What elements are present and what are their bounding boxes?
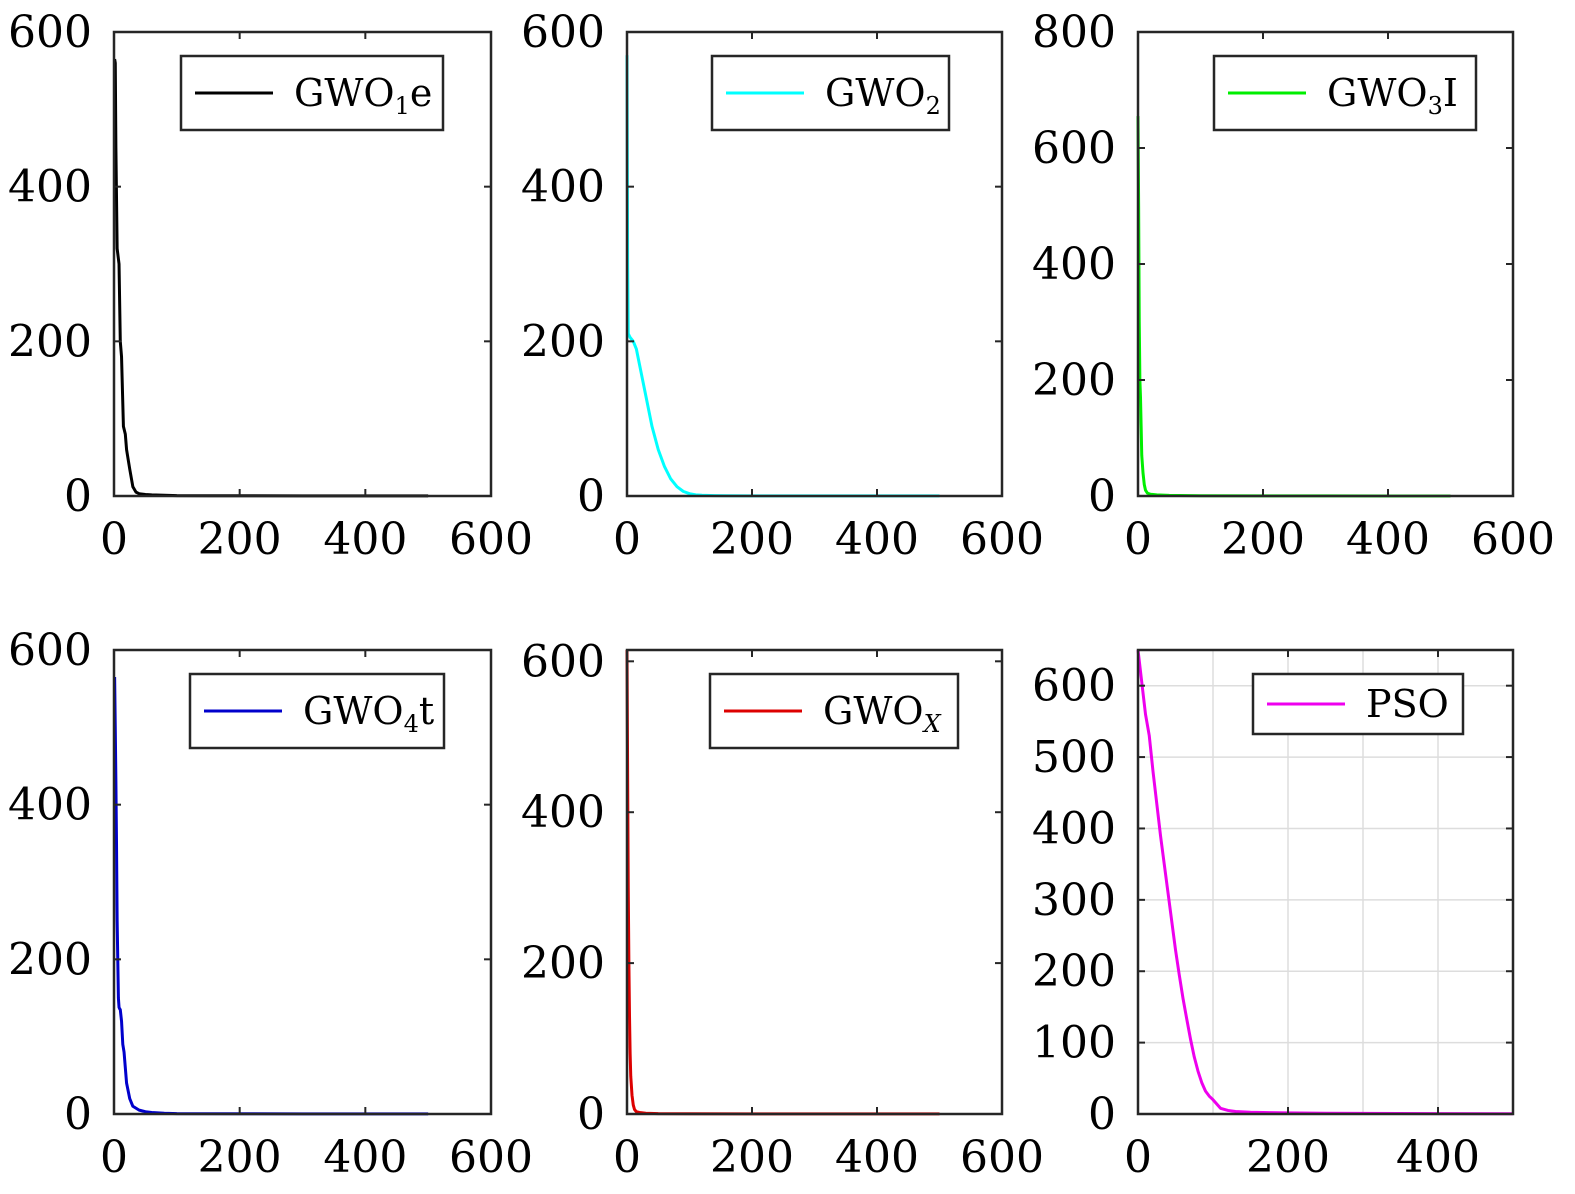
legend-subscript: 1: [395, 92, 410, 120]
legend-base: GWO: [294, 71, 395, 115]
y-tick-label: 600: [1032, 123, 1116, 174]
y-tick-label: 600: [521, 7, 605, 58]
x-tick-label: 0: [100, 1132, 128, 1183]
x-tick-label: 0: [613, 1132, 641, 1183]
y-tick-label: 800: [1032, 7, 1116, 58]
y-tick-label: 600: [521, 636, 605, 687]
y-tick-label: 200: [521, 938, 605, 989]
axes-box: [112, 30, 493, 498]
legend: GWO2: [710, 54, 951, 132]
y-tick-label: 300: [1032, 875, 1116, 926]
y-tick-label: 400: [8, 162, 92, 213]
legend: GWO4t: [188, 672, 446, 750]
chart-panel-1: 0 200 400 600 0 200 400 600 GWO1e: [8, 7, 533, 565]
x-tick-label: 600: [960, 514, 1044, 565]
legend-subscript: X: [922, 710, 942, 738]
y-tick-label: 0: [577, 471, 605, 522]
legend-label: GWO4t: [303, 689, 434, 738]
chart-panel-5: 0 200 400 600 0 200 400 600 GWOX: [521, 636, 1044, 1183]
series-line-1: [1136, 649, 1514, 1116]
x-tick-label: 400: [835, 1132, 919, 1183]
x-tick-label: 200: [1221, 514, 1305, 565]
legend-suffix: I: [1443, 71, 1458, 115]
legend: PSO: [1251, 672, 1465, 736]
axes-box: [625, 30, 1004, 498]
x-tick-label: 600: [1471, 514, 1555, 565]
y-tick-label: 400: [1032, 239, 1116, 290]
y-tick-label: 200: [8, 934, 92, 985]
y-tick-label: 0: [64, 1089, 92, 1140]
chart-panel-6: 0 200 400 0 100 200 300 400 500 600 PSO: [1032, 648, 1515, 1183]
series-line-1: [1136, 116, 1451, 498]
y-tick-label: 0: [64, 471, 92, 522]
legend-label: PSO: [1366, 682, 1449, 726]
x-tick-label: 600: [960, 1132, 1044, 1183]
legend-base: GWO: [823, 689, 924, 733]
x-tick-label: 0: [1124, 514, 1152, 565]
x-tick-label: 400: [1346, 514, 1430, 565]
legend-label: GWO2: [825, 71, 941, 120]
axes-box: [1136, 648, 1515, 1116]
x-tick-label: 600: [449, 1132, 533, 1183]
legend-base: GWO: [825, 71, 926, 115]
x-tick-label: 400: [835, 514, 919, 565]
y-tick-label: 0: [1088, 1089, 1116, 1140]
legend: GWOX: [708, 672, 960, 750]
y-tick-label: 600: [8, 7, 92, 58]
legend-label: GWOX: [823, 689, 942, 738]
y-tick-label: 600: [8, 625, 92, 676]
legend-label: GWO3I: [1327, 71, 1458, 120]
legend-suffix: t: [419, 689, 434, 733]
y-tick-label: 100: [1032, 1018, 1116, 1069]
legend-box: [710, 54, 951, 132]
x-tick-label: 200: [710, 514, 794, 565]
x-tick-label: 400: [323, 1132, 407, 1183]
y-tick-label: 400: [521, 162, 605, 213]
x-tick-label: 200: [1246, 1132, 1330, 1183]
axes-box: [112, 648, 493, 1116]
legend-base: GWO: [1327, 71, 1428, 115]
x-tick-label: 400: [1396, 1132, 1480, 1183]
x-tick-label: 200: [198, 514, 282, 565]
y-tick-label: 600: [1032, 661, 1116, 712]
y-tick-label: 200: [8, 316, 92, 367]
y-tick-label: 200: [1032, 355, 1116, 406]
legend-subscript: 2: [926, 92, 941, 120]
legend-subscript: 4: [404, 710, 419, 738]
chart-panel-3: 0 200 400 600 0 200 400 600 800 GWO3I: [1032, 7, 1555, 565]
legend-base: GWO: [303, 689, 404, 733]
x-tick-label: 0: [100, 514, 128, 565]
y-tick-label: 200: [521, 316, 605, 367]
legend: GWO3I: [1212, 54, 1478, 132]
x-tick-label: 200: [710, 1132, 794, 1183]
axes-box: [625, 648, 1004, 1116]
y-tick-label: 0: [577, 1089, 605, 1140]
legend-label: GWO1e: [294, 71, 432, 120]
legend-suffix: e: [410, 71, 433, 115]
x-tick-label: 200: [198, 1132, 282, 1183]
x-tick-label: 0: [1124, 1132, 1152, 1183]
chart-panel-2: 0 200 400 600 0 200 400 600 GWO2: [521, 7, 1044, 565]
x-tick-label: 0: [613, 514, 641, 565]
x-tick-label: 400: [323, 514, 407, 565]
chart-panel-4: 0 200 400 600 0 200 400 600 GWO4t: [8, 625, 533, 1183]
y-tick-label: 200: [1032, 946, 1116, 997]
y-tick-label: 400: [1032, 803, 1116, 854]
legend-subscript: 3: [1428, 92, 1443, 120]
y-tick-label: 500: [1032, 732, 1116, 783]
legend-base: PSO: [1366, 682, 1449, 726]
legend: GWO1e: [179, 54, 445, 132]
y-tick-label: 0: [1088, 471, 1116, 522]
x-tick-label: 600: [449, 514, 533, 565]
y-tick-label: 400: [521, 787, 605, 838]
y-tick-label: 400: [8, 780, 92, 831]
